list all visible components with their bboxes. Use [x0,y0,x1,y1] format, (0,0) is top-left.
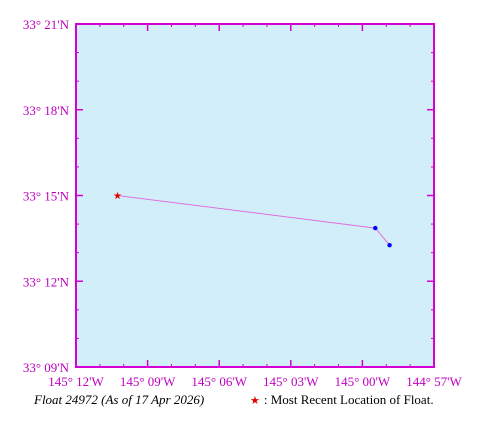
float-track: ★ [113,191,392,248]
recent-location-star-icon: ★ [113,191,122,202]
longitude-tick-label: 145° 09'W [120,374,176,389]
legend: ★: Most Recent Location of Float. [250,392,434,408]
track-point [387,243,392,248]
longitude-tick-label: 144° 57'W [406,374,462,389]
latitude-labels: 33° 21'N 33° 18'N 33° 15'N 33° 12'N 33° 09'N [23,17,70,375]
longitude-tick-label: 145° 06'W [191,374,247,389]
track-point [373,225,378,231]
float-caption: Float 24972 (As of 17 Apr 2026) [34,392,205,407]
longitude-tick-label: 145° 12'W [48,374,104,389]
latitude-tick-label: 33° 18'N [23,103,70,118]
latitude-tick-label: 33° 21'N [23,17,70,32]
latitude-tick-label: 33° 12'N [23,274,70,289]
latitude-tick-label: 33° 15'N [23,189,70,204]
major-ticks [75,23,435,368]
longitude-tick-label: 145° 03'W [263,374,319,389]
legend-text: : Most Recent Location of Float. [263,392,434,407]
longitude-labels: 145° 12'W 145° 09'W 145° 06'W 145° 03'W 145°… [48,374,462,389]
latitude-tick-label: 33° 09'N [23,360,70,375]
map-ocean-area [75,23,435,368]
star-icon: ★ [250,395,260,407]
longitude-tick-label: 145° 00'W [335,374,391,389]
